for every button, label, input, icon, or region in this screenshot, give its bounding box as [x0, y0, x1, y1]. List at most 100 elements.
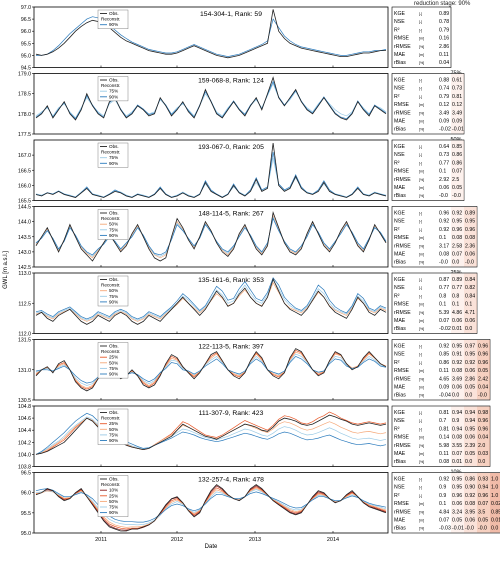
y-tick-label: 165.5	[18, 199, 31, 205]
panel-title: 193-067-0, Rank: 205	[198, 144, 264, 151]
metric-value: 0.96	[478, 493, 488, 499]
metric-value: 0.0	[478, 459, 485, 465]
y-tick-label: 142.5	[18, 265, 31, 271]
series-line-reconstr-90-	[35, 355, 387, 384]
legend-label: 90%	[109, 161, 118, 166]
y-tick-label: 96.5	[21, 471, 31, 477]
metric-value: 0.96	[452, 493, 462, 499]
y-tick-label: 103.8	[18, 465, 31, 471]
reduction-stage-value: 90%	[458, 1, 471, 7]
metric-label: KGE	[394, 410, 405, 416]
metric-label: rBias	[394, 526, 406, 532]
legend-label: 50%	[109, 427, 118, 432]
metric-value: 0.06	[465, 435, 475, 441]
metric-value: 0.98	[478, 410, 488, 416]
metric-label: rBias	[394, 459, 406, 465]
metric-value: 2.92	[439, 177, 449, 183]
metric-label: KGE	[394, 344, 405, 350]
series-line-reconstr-90-	[36, 16, 387, 57]
metric-value: 0.01	[452, 326, 462, 332]
x-tick-label: 2011	[95, 537, 107, 543]
metric-unit: [m]	[419, 386, 424, 390]
metric-value: 0.92	[439, 227, 449, 233]
metric-label: RMSE	[394, 368, 410, 374]
metric-label: rBias	[394, 60, 406, 66]
metric-label: rRMSE	[394, 177, 411, 183]
metric-unit: [-]	[419, 345, 422, 349]
metrics-shade	[451, 140, 464, 200]
y-tick-label: 112.5	[18, 301, 31, 307]
panel-title: 135-161-6, Rank: 353	[198, 277, 264, 284]
metric-value: 0.9	[439, 493, 446, 499]
metrics-box	[391, 6, 452, 68]
legend-label: 90%	[109, 94, 118, 99]
metric-value: 0.07	[452, 169, 462, 175]
metric-label: MAE	[394, 119, 406, 125]
metric-unit: [%]	[419, 327, 424, 331]
metric-unit: [m]	[419, 186, 424, 190]
metric-unit: [-]	[419, 427, 422, 431]
y-tick-label: 95.0	[21, 531, 31, 537]
metric-value: 0.86	[439, 360, 449, 366]
metric-value: 0.08	[439, 252, 449, 258]
metric-value: 0.94	[465, 410, 475, 416]
metric-value: 0.11	[439, 368, 449, 374]
metric-value: -0.02	[439, 326, 451, 332]
legend-label: Obs.	[109, 477, 119, 482]
y-tick-label: 144.0	[18, 220, 31, 226]
metric-value: 0.73	[439, 152, 449, 158]
metric-unit: [-]	[419, 153, 422, 157]
series-line-obs-	[35, 9, 386, 59]
legend-label: Reconstr.	[101, 150, 120, 155]
metric-unit: [m]	[419, 120, 424, 124]
y-axis-label: GWL [m a.s.l.]	[3, 251, 9, 289]
metric-value: 3.55	[452, 443, 462, 449]
metric-unit: [-]	[419, 419, 422, 423]
metric-value: 0.03	[478, 451, 488, 457]
metric-label: MAE	[394, 52, 406, 58]
metric-value: 5.39	[439, 310, 449, 316]
metric-label: RMSE	[394, 169, 410, 175]
metric-unit: [m]	[419, 452, 424, 456]
metric-value: 0.8	[439, 293, 446, 299]
metric-value: 0.06	[465, 252, 475, 258]
metric-value: 3.24	[452, 509, 462, 515]
metric-value: 0.79	[439, 94, 449, 100]
y-tick-label: 113.0	[18, 271, 31, 277]
metric-value: 0.86	[452, 152, 462, 158]
metric-label: NSE	[394, 352, 405, 358]
y-tick-label: 104.0	[18, 452, 31, 458]
metrics-shade	[451, 207, 464, 267]
series-line-obs-	[35, 142, 387, 198]
legend-label: Obs.	[109, 277, 119, 282]
metric-value: 0.96	[478, 418, 488, 424]
plot-frame-5	[33, 272, 389, 334]
metrics-shade	[464, 473, 477, 533]
metric-label: RMSE	[394, 36, 410, 42]
series-line-reconstr-75-	[35, 279, 387, 321]
metric-label: R²	[394, 227, 400, 233]
metric-unit: [m]	[419, 436, 424, 440]
metric-value: 0.85	[439, 352, 449, 358]
metric-value: 1.0	[491, 493, 498, 499]
metric-value: 0.08	[452, 235, 462, 241]
y-tick-label: 166.5	[18, 168, 31, 174]
metric-value: 3.69	[452, 376, 462, 382]
metric-value: 0.0	[465, 393, 472, 399]
metric-value: 2.86	[465, 376, 475, 382]
metric-value: 2.5	[452, 177, 459, 183]
metric-value: 0.94	[478, 485, 488, 491]
metric-label: rRMSE	[394, 509, 411, 515]
y-tick-label: 143.0	[18, 250, 31, 256]
metric-label: MAE	[394, 451, 406, 457]
metric-value: 0.92	[439, 219, 449, 225]
metric-value: 0.14	[439, 435, 449, 441]
metric-value: 0.92	[452, 360, 462, 366]
metric-value: 0.1	[439, 302, 446, 308]
metric-value: 2.58	[452, 243, 462, 249]
metric-value: 0.05	[465, 385, 475, 391]
metric-value: 4.65	[439, 376, 449, 382]
metric-value: 0.1	[452, 302, 459, 308]
metric-unit: [-]	[419, 486, 422, 490]
legend-label: Reconstr.	[101, 283, 120, 288]
